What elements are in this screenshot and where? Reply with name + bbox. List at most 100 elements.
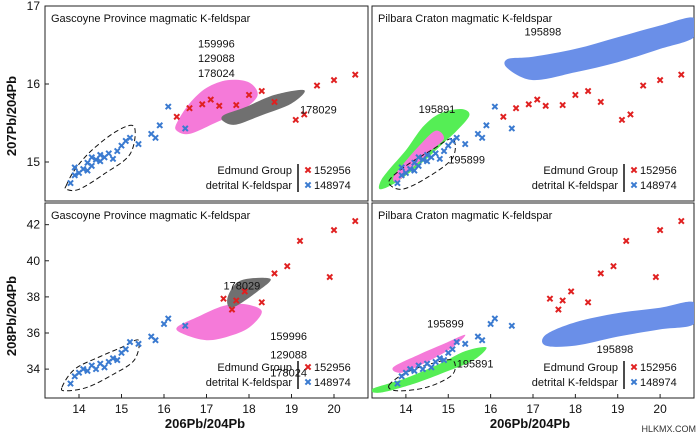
point-148974 [440, 356, 448, 364]
point-152956 [351, 71, 359, 78]
y-tick-label: 16 [27, 77, 41, 91]
x-tick-label: 19 [611, 402, 625, 416]
point-148974 [491, 315, 499, 322]
legend-marker-152956 [304, 166, 312, 174]
point-148974 [113, 147, 121, 155]
x-tick-label: 18 [569, 402, 583, 416]
point-148974 [122, 345, 130, 353]
point-148974 [406, 365, 414, 373]
legend-marker-152956 [304, 363, 312, 371]
panel-title: Pilbara Craton magmatic K-feldspar [378, 210, 553, 222]
point-148974 [152, 336, 159, 344]
point-148974 [152, 134, 159, 142]
point-152956 [610, 262, 617, 270]
point-152956 [245, 91, 253, 99]
x-tick-label: 18 [242, 402, 256, 416]
x-tick-label: 14 [399, 402, 413, 416]
point-148974 [398, 164, 405, 171]
region-178029 [221, 89, 305, 125]
point-148974 [415, 154, 422, 161]
point-148974 [135, 340, 142, 348]
point-152956 [198, 100, 206, 108]
legend-title-line: Edmund Group [217, 362, 292, 374]
point-148974 [398, 171, 405, 179]
point-148974 [487, 320, 494, 328]
point-152956 [173, 113, 181, 121]
point-148974 [71, 164, 79, 171]
point-152956 [597, 98, 605, 106]
point-148974 [436, 354, 444, 362]
point-148974 [71, 171, 79, 179]
point-148974 [67, 179, 74, 187]
region-195898 [542, 301, 694, 347]
annotation-195898: 195898 [597, 344, 634, 356]
legend-marker-148974 [304, 181, 312, 189]
y-tick-label: 34 [27, 362, 41, 376]
point-148974 [84, 367, 91, 375]
region-195899 [392, 334, 466, 373]
point-148974 [411, 367, 418, 375]
legend-label-152956: 152956 [314, 362, 351, 374]
point-148974 [164, 315, 172, 322]
legend-label-148974: 148974 [640, 180, 677, 192]
cluster-outline [64, 124, 136, 192]
x-tick-label: 20 [653, 402, 667, 416]
point-152956 [559, 101, 566, 109]
point-152956 [271, 98, 278, 106]
point-148974 [461, 140, 469, 148]
legend-label-148974: 148974 [314, 180, 351, 192]
cluster-outline [388, 138, 456, 190]
point-152956 [271, 270, 278, 277]
legend-title-line: detrital K-feldspar [206, 377, 293, 389]
plot-area [372, 217, 694, 393]
annotation-159996: 159996 [270, 331, 307, 343]
point-148974 [109, 354, 117, 362]
x-tick-label: 17 [200, 402, 214, 416]
point-148974 [88, 162, 96, 170]
y-tick-label: 38 [27, 290, 41, 304]
point-148974 [453, 134, 461, 142]
legend-label-152956: 152956 [640, 362, 677, 374]
x-tick-label: 16 [157, 402, 171, 416]
y-tick-label: 42 [27, 218, 41, 232]
point-148974 [181, 125, 189, 132]
point-148974 [436, 155, 444, 163]
point-152956 [677, 71, 685, 78]
point-148974 [461, 340, 469, 348]
legend-marker-148974 [304, 378, 312, 386]
point-152956 [283, 262, 291, 270]
point-148974 [88, 154, 96, 161]
panel-pilbara-207: Pilbara Craton magmatic K-feldspar 195898… [371, 5, 695, 202]
point-148974 [432, 150, 439, 157]
point-148974 [105, 150, 113, 157]
point-148974 [109, 155, 117, 163]
point-148974 [444, 142, 452, 149]
point-152956 [542, 102, 550, 110]
point-148974 [126, 338, 134, 346]
point-148974 [415, 162, 422, 170]
point-148974 [406, 165, 414, 173]
x-tick-label: 20 [327, 402, 341, 416]
point-152956 [546, 295, 554, 303]
legend-label-152956: 152956 [640, 165, 677, 177]
point-148974 [101, 363, 108, 371]
y-tick-label: 17 [27, 0, 41, 13]
point-148974 [449, 345, 456, 353]
plot-area [64, 71, 359, 192]
y-axis-title-bottom: 208Pb/204Pb [4, 276, 19, 356]
point-152956 [330, 226, 338, 234]
point-148974 [419, 156, 427, 163]
point-148974 [84, 167, 91, 174]
plot-area [60, 217, 359, 392]
x-tick-label: 14 [72, 402, 86, 416]
point-152956 [525, 100, 533, 108]
point-152956 [618, 116, 626, 124]
point-152956 [258, 298, 266, 306]
point-152956 [258, 87, 266, 95]
point-152956 [292, 116, 300, 124]
point-148974 [394, 179, 401, 187]
x-axis-title-right: 206Pb/204Pb [490, 416, 570, 431]
legend-title-line: Edmund Group [217, 165, 292, 177]
annotation-178024: 178024 [198, 68, 235, 80]
